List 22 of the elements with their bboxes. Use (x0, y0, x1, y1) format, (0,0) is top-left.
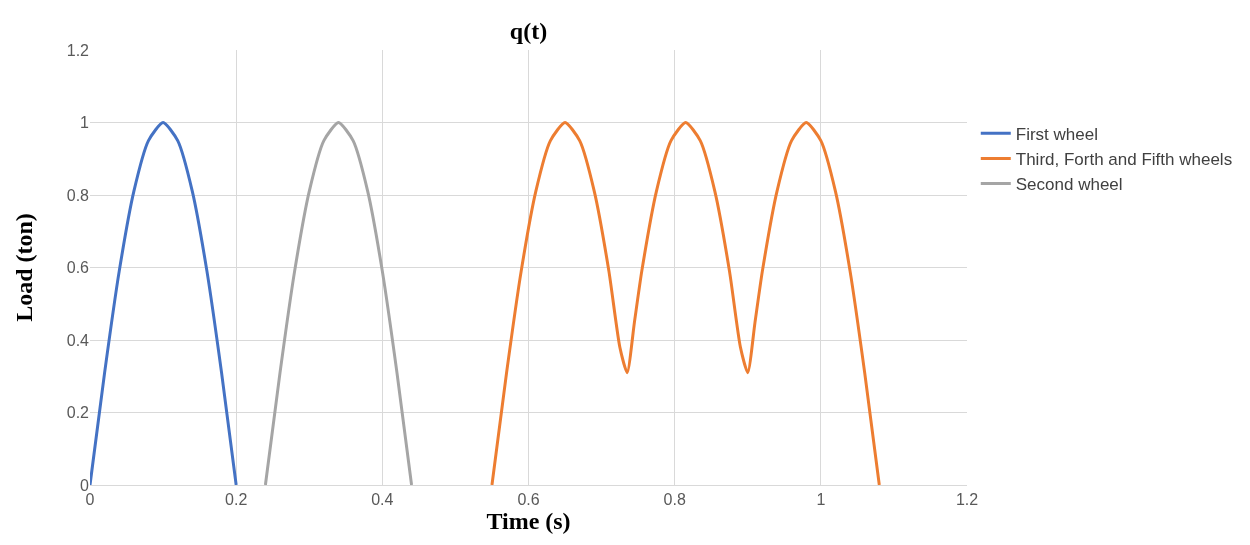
y-tick-label: 0 (80, 476, 90, 494)
line-series (490, 121, 881, 485)
x-axis-title: Time (s) (486, 508, 571, 535)
x-tick-label: 0.2 (225, 491, 248, 509)
y-tick-label: 0.4 (66, 331, 90, 349)
y-tick-label: 0.2 (66, 404, 90, 422)
x-tick-label: 1.2 (955, 491, 979, 509)
y-tick-label: 1.2 (66, 41, 90, 59)
line-series (90, 121, 238, 485)
x-tick-label: 0.4 (371, 491, 394, 509)
x-tick-label: 1 (816, 491, 826, 509)
legend-label: First wheel (1015, 124, 1098, 144)
y-tick-label: 0.8 (66, 186, 90, 204)
y-tick-label: 0.6 (66, 259, 90, 277)
y-axis-title: Load (ton) (11, 213, 37, 322)
legend-label: Second wheel (1015, 175, 1123, 195)
chart-title: q(t) (509, 17, 548, 44)
line-series (263, 121, 414, 485)
x-tick-label: 0.8 (663, 491, 686, 509)
x-tick-label: 0.6 (517, 491, 540, 509)
legend-label: Third, Forth and Fifth wheels (1015, 150, 1233, 170)
y-tick-label: 1 (80, 114, 90, 132)
